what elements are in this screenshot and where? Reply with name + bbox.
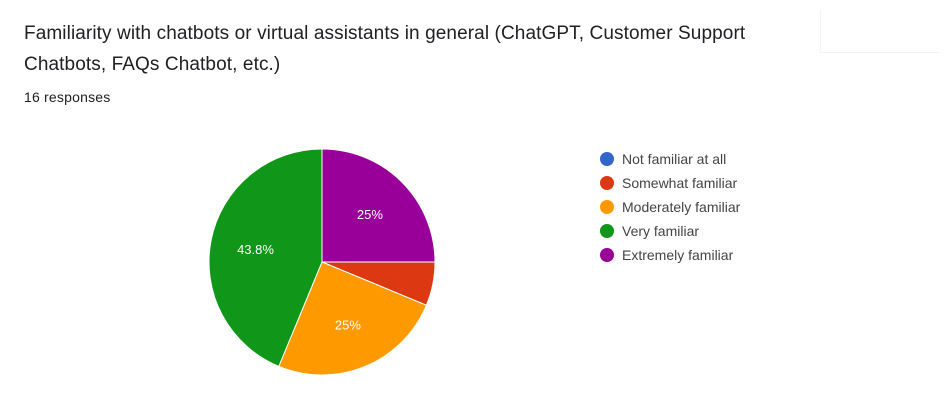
legend-swatch: [600, 152, 614, 166]
pie-label-extremely-familiar: 25%: [357, 207, 383, 222]
pie-slice-very-familiar[interactable]: [208, 148, 323, 368]
legend-label: Extremely familiar: [622, 247, 734, 263]
legend-swatch: [600, 200, 614, 214]
legend-swatch: [600, 224, 614, 238]
pie-slices: [208, 148, 436, 376]
legend-item-somewhat-familiar[interactable]: Somewhat familiar: [600, 171, 740, 195]
question-title: Familiarity with chatbots or virtual ass…: [24, 23, 746, 75]
legend-item-not-familiar-at-all[interactable]: Not familiar at all: [600, 147, 740, 171]
card-corner-panel: [820, 10, 939, 53]
legend-label: Not familiar at all: [622, 151, 727, 167]
response-count: 16 responses: [24, 89, 111, 105]
legend-label: Very familiar: [622, 223, 700, 239]
legend-swatch: [600, 176, 614, 190]
legend-label: Moderately familiar: [622, 199, 741, 215]
pie-labels: 25% 25% 43.8%: [237, 207, 383, 333]
legend-item-extremely-familiar[interactable]: Extremely familiar: [600, 243, 740, 267]
legend-label: Somewhat familiar: [622, 175, 738, 191]
legend-item-moderately-familiar[interactable]: Moderately familiar: [600, 195, 740, 219]
chart-legend: Not familiar at all Somewhat familiar Mode…: [600, 147, 740, 267]
pie-label-very-familiar: 43.8%: [237, 242, 274, 257]
pie-slice-moderately-familiar[interactable]: [278, 261, 428, 376]
pie-label-moderately-familiar: 25%: [335, 318, 361, 333]
legend-swatch: [600, 248, 614, 262]
legend-item-very-familiar[interactable]: Very familiar: [600, 219, 740, 243]
pie-slice-extremely-familiar[interactable]: [321, 148, 436, 263]
